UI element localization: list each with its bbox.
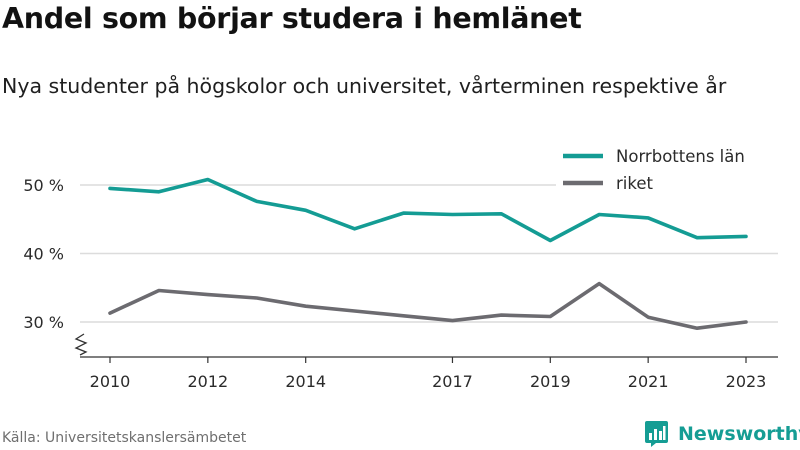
x-tick-label: 2017 — [432, 372, 473, 391]
x-tick-label: 2023 — [726, 372, 767, 391]
series-line — [108, 281, 748, 331]
legend-background — [556, 140, 788, 202]
x-tick-label: 2010 — [90, 372, 131, 391]
legend: Norrbottens län riket — [556, 140, 788, 202]
chart-title: Andel som börjar studera i hemlänet — [2, 2, 582, 35]
legend-label: Norrbottens län — [616, 147, 745, 166]
axis-break-icon — [74, 333, 88, 356]
brand-logo: Newsworthy — [644, 420, 800, 448]
legend-label: riket — [616, 174, 653, 193]
x-axis: 2010 2012 2014 2017 2019 2021 2023 — [74, 333, 778, 391]
y-tick-label: 50 % — [23, 176, 64, 195]
series-lines — [108, 177, 748, 331]
y-tick-label: 30 % — [23, 313, 64, 332]
y-tick-label: 40 % — [23, 245, 64, 264]
source-note: Källa: Universitetskanslersämbetet — [2, 430, 247, 446]
x-tick-label: 2021 — [628, 372, 669, 391]
gridlines: 30 % 40 % 50 % — [23, 176, 778, 332]
x-tick-label: 2014 — [285, 372, 326, 391]
x-tick-label: 2019 — [530, 372, 571, 391]
chart-subtitle: Nya studenter på högskolor och universit… — [2, 74, 727, 98]
brand-name: Newsworthy — [678, 423, 800, 445]
series-line — [108, 177, 748, 243]
x-tick-label: 2012 — [187, 372, 228, 391]
newsworthy-logo-icon — [645, 421, 668, 447]
